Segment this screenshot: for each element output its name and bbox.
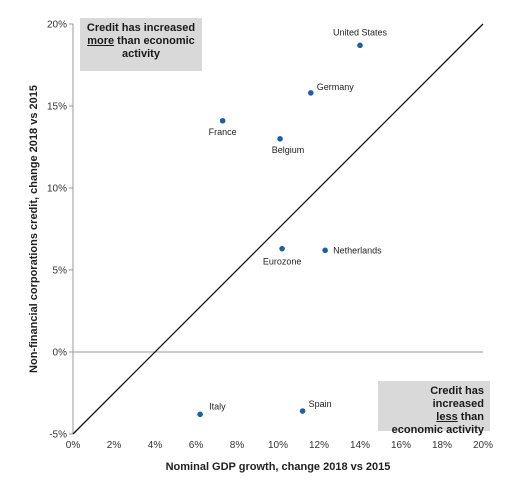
data-point-label: Netherlands [333, 245, 382, 255]
y-tick-label: 0% [53, 348, 68, 359]
data-point-label: Germany [317, 82, 355, 92]
y-ticks: -5% 0% 5% 10% 15% 20% [47, 20, 73, 441]
x-tick-label: 10% [268, 440, 288, 451]
data-point [308, 90, 314, 96]
y-axis-title: Non-financial corporations credit, chang… [28, 85, 40, 373]
annotation-top-rest: than economic activity [114, 35, 195, 60]
annotation-less-credit: Credit has increased less than economic … [378, 381, 490, 436]
x-tick-label: 12% [309, 440, 329, 451]
data-point-label: Spain [309, 399, 332, 409]
x-tick-label: 16% [391, 440, 411, 451]
x-tick-label: 18% [432, 440, 452, 451]
x-tick-label: 8% [230, 440, 245, 451]
y-tick-label: 5% [53, 266, 68, 277]
annotation-bottom-rest: than economic activity [391, 411, 484, 436]
reference-line [72, 23, 484, 435]
data-point [219, 117, 226, 124]
x-tick-label: 20% [473, 440, 493, 451]
annotation-more-credit: Credit has increased more than economic … [80, 18, 202, 71]
data-point-label: United States [333, 27, 388, 37]
y-tick-label: 20% [47, 20, 67, 31]
data-point-label: Italy [209, 401, 226, 411]
data-point [322, 247, 328, 254]
data-point [279, 245, 285, 252]
data-point [197, 411, 203, 418]
x-tick-label: 6% [189, 440, 204, 451]
data-point [277, 136, 283, 142]
x-axis-title: Nominal GDP growth, change 2018 vs 2015 [166, 461, 391, 473]
plot-area: 0% 2% 4% 6% 8% 10% 12% 14% 16% 18% 20% -5%0%5%10%1… [47, 20, 493, 452]
annotation-bottom-line1: Credit has increased [430, 385, 484, 410]
y-tick-label: 10% [47, 184, 67, 195]
data-point-label: Eurozone [263, 257, 302, 267]
x-ticks: 0% 2% 4% 6% 8% 10% 12% 14% 16% 18% 20% [66, 440, 493, 451]
y-tick-label: 15% [47, 102, 67, 113]
x-tick-label: 0% [66, 440, 81, 451]
data-point [357, 42, 363, 49]
data-points: United States Germany France Belgium Eurozon… [197, 27, 388, 418]
data-point-label: Belgium [272, 145, 305, 155]
x-tick-label: 4% [148, 440, 163, 451]
annotation-top-underlined: more [87, 35, 115, 47]
annotation-top-line1: Credit has increased [86, 22, 196, 34]
annotation-bottom-underlined: less [436, 411, 458, 423]
y-tick-label: -5% [49, 430, 67, 441]
x-tick-label: 2% [107, 440, 122, 451]
data-point-label: France [209, 127, 237, 137]
data-point [299, 408, 306, 414]
x-tick-label: 14% [350, 440, 370, 451]
